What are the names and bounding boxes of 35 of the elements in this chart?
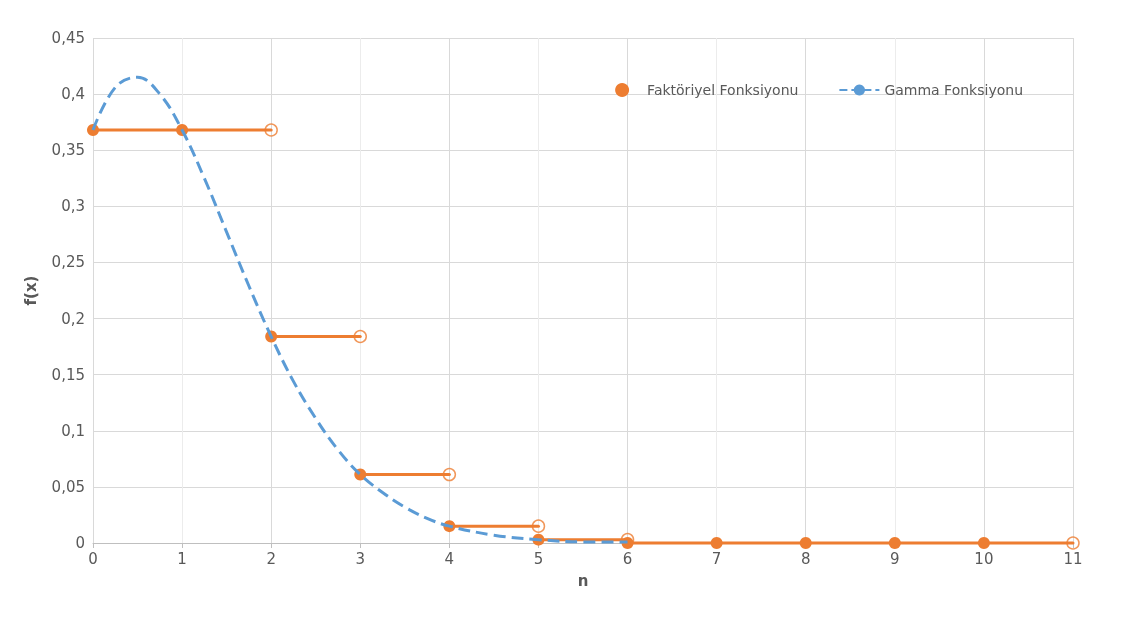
y-tick-label: 0 [75,534,85,552]
point [888,537,901,549]
point [1066,536,1080,550]
point [799,537,812,549]
y-tick-label: 0,1 [61,421,85,440]
x-tick-label: 7 [711,549,722,568]
x-tick-label: 2 [266,549,276,568]
y-tick-label: 0,45 [51,29,85,47]
point [264,123,278,137]
legend-label: Faktöriyel Fonksiyonu [647,82,799,98]
y-tick-label: 0,35 [51,141,85,160]
point [977,537,990,549]
point [442,467,457,482]
y-tick-label: 0,15 [51,365,85,384]
point [531,519,546,533]
x-tick-label: 3 [355,549,366,568]
y-tick-label: 0,25 [51,253,85,272]
x-tick-label: 6 [622,549,633,568]
legend-label: Gamma Fonksiyonu [884,82,1024,98]
point [710,537,723,549]
x-tick-label: 0 [88,549,98,568]
x-tick-label: 9 [890,549,900,568]
y-axis-title: f(x) [21,275,40,306]
x-tick-label: 4 [444,549,455,568]
y-tick-label: 0,4 [61,85,85,104]
x-tick-label: 8 [800,549,811,568]
x-tick-label: 11 [1063,549,1083,568]
point [353,329,368,344]
x-tick-label: 5 [533,549,544,568]
y-tick-label: 0,2 [61,309,85,328]
y-tick-label: 0,3 [61,197,85,216]
x-tick-label: 10 [974,549,994,568]
y-tick-label: 0,05 [51,477,85,496]
x-axis-title: n [577,571,589,590]
x-tick-label: 1 [177,549,187,568]
